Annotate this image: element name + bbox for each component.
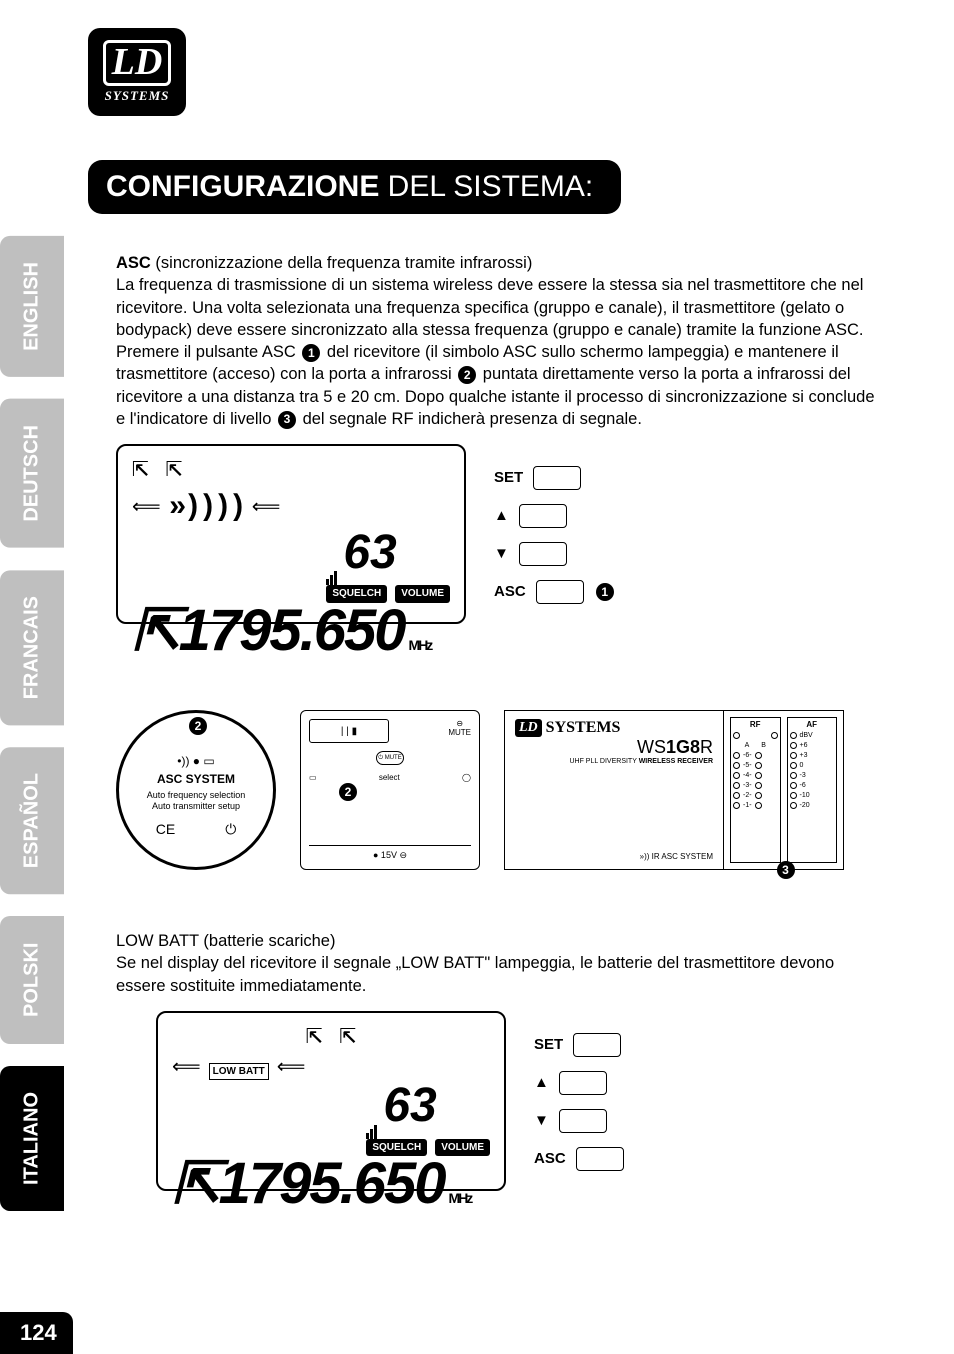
asc-button[interactable] — [536, 580, 584, 604]
rx-model: WS1G8R — [515, 737, 713, 758]
button-ref-1: 1 — [596, 583, 614, 601]
up-button[interactable] — [519, 504, 567, 528]
diagram-ref-3: 3 — [777, 861, 795, 879]
asc-button-2[interactable] — [576, 1147, 624, 1171]
page-number: 124 — [0, 1312, 73, 1354]
asc-subtitle: (sincronizzazione della frequenza tramit… — [151, 254, 533, 272]
asc-content: ASC (sincronizzazione della frequenza tr… — [116, 252, 886, 624]
language-tabs: ENGLISH DEUTSCH FRANCAIS ESPAÑOL POLSKI … — [0, 236, 64, 1211]
ref-circle-3: 3 — [278, 411, 296, 429]
asc-system-title: ASC SYSTEM — [157, 772, 235, 786]
diagram-ref-2a: 2 — [189, 717, 207, 735]
rx-ir-label: »)) IR ASC SYSTEM — [515, 852, 713, 861]
bodypack-select: select — [379, 773, 400, 782]
lang-tab-italiano[interactable]: ITALIANO — [0, 1066, 64, 1211]
rx-logo-sub: SYSTEMS — [546, 719, 621, 737]
power-icon: ⏻ — [225, 821, 236, 838]
set-button[interactable] — [533, 466, 581, 490]
bodypack-power-button[interactable]: ⏻ MUTE — [376, 751, 404, 765]
lowbatt-heading: LOW BATT — [116, 932, 199, 950]
asc-heading: ASC — [116, 254, 151, 272]
down-label: ▼ — [494, 544, 509, 564]
frequency-row: ⇱1795.650MHz — [132, 605, 450, 657]
frequency-value: 1795.650 — [179, 598, 405, 663]
squelch-bars-icon-2 — [366, 1125, 377, 1139]
squelch-bars-icon — [326, 571, 337, 585]
asc-paragraph-2: Premere il pulsante ASC 1 del ricevitore… — [116, 341, 886, 430]
rx-subtitle: UHF PLL DIVERSITY WIRELESS RECEIVER — [515, 758, 713, 765]
rf-meter: RF AB -6- -5- -4- -3- -2- -1- — [730, 717, 781, 863]
section-title: CONFIGURAZIONE DEL SISTEMA: — [88, 160, 621, 214]
down-button[interactable] — [519, 542, 567, 566]
lcd-block-2: ⇱ ⇱ ⟸ LOW BATT ⟸ 63 SQUELCH VOLUME — [156, 1011, 886, 1191]
device-images-row: 2 •)) ● ▭ ASC SYSTEM Auto frequency sele… — [116, 710, 844, 870]
set-button-2[interactable] — [573, 1033, 621, 1057]
up-label: ▲ — [494, 506, 509, 526]
ce-mark: CE — [156, 821, 175, 838]
frequency-unit: MHz — [409, 637, 432, 653]
logo-sub: SYSTEMS — [105, 88, 170, 104]
logo-main: LD — [103, 40, 172, 86]
frequency-row-2: ⇱1795.650MHz — [172, 1158, 490, 1210]
button-column-1: SET ▲ ▼ ASC 1 — [494, 444, 616, 604]
lang-tab-polski[interactable]: POLSKI — [0, 916, 64, 1044]
lcd-display-2: ⇱ ⇱ ⟸ LOW BATT ⟸ 63 SQUELCH VOLUME — [156, 1011, 506, 1191]
lowbatt-subtitle: (batterie scariche) — [199, 932, 336, 950]
diagram-ref-2b: 2 — [339, 783, 357, 801]
receiver-diagram: LD SYSTEMS WS1G8R UHF PLL DIVERSITY WIRE… — [504, 710, 844, 870]
lowbatt-indicator: LOW BATT — [209, 1063, 269, 1081]
lang-tab-espanol[interactable]: ESPAÑOL — [0, 747, 64, 894]
asc-top-icons: •)) ● ▭ — [177, 754, 214, 768]
lang-tab-deutsch[interactable]: DEUTSCH — [0, 399, 64, 548]
signal-icon: »)))) — [169, 488, 244, 529]
title-light: DEL SISTEMA: — [379, 170, 593, 203]
down-button-2[interactable] — [559, 1109, 607, 1133]
lang-tab-english[interactable]: ENGLISH — [0, 236, 64, 377]
frequency-unit-2: MHz — [449, 1190, 472, 1206]
volume-value-2: 63 — [383, 1074, 436, 1139]
rx-logo-main: LD — [515, 719, 542, 737]
antenna-icons-2: ⇱ ⇱ — [172, 1023, 490, 1051]
ref-circle-2: 2 — [458, 366, 476, 384]
title-bold: CONFIGURAZIONE — [106, 170, 379, 203]
bodypack-bottom: ● 15V ⊖ — [309, 845, 471, 861]
asc-handheld-diagram: 2 •)) ● ▭ ASC SYSTEM Auto frequency sele… — [116, 710, 276, 870]
asc-desc-2: Auto transmitter setup — [152, 801, 240, 812]
af-meter: AF dBV +6 +3 0 -3 -6 -10 -20 — [787, 717, 838, 863]
bodypack-diagram: | | ▮ ⊖MUTE ⏻ MUTE 2 ▭ select◯ ● 15V ⊖ — [300, 710, 480, 870]
lcd-display-1: ⇱ ⇱ ⟸ »)))) ⟸ 63 SQUELCH VOLUME — [116, 444, 466, 624]
bodypack-lcd: | | ▮ — [309, 719, 389, 743]
lowbatt-paragraph: Se nel display del ricevitore il segnale… — [116, 952, 886, 997]
ref-circle-1: 1 — [302, 344, 320, 362]
lowbatt-content: LOW BATT (batterie scariche) Se nel disp… — [116, 930, 886, 1191]
asc-label: ASC — [494, 582, 526, 602]
asc-desc-1: Auto frequency selection — [147, 790, 246, 801]
up-button-2[interactable] — [559, 1071, 607, 1095]
asc-paragraph-1: La frequenza di trasmissione di un siste… — [116, 274, 886, 341]
volume-value: 63 — [343, 521, 396, 586]
set-label: SET — [494, 468, 523, 488]
lang-tab-francais[interactable]: FRANCAIS — [0, 570, 64, 725]
frequency-value-2: 1795.650 — [219, 1151, 445, 1216]
lcd-block-1: ⇱ ⇱ ⟸ »)))) ⟸ 63 SQUELCH VOLUME — [116, 444, 886, 624]
button-column-2: SET ▲ ▼ ASC — [534, 1011, 624, 1171]
antenna-icons: ⇱ ⇱ — [132, 456, 450, 484]
ld-logo: LD SYSTEMS — [88, 28, 186, 116]
